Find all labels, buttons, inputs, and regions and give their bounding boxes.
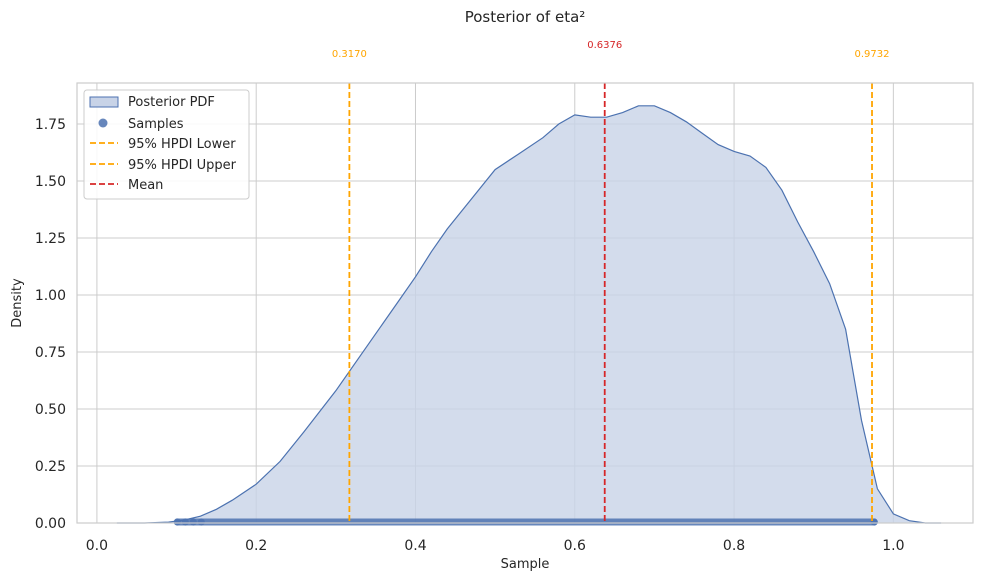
y-tick-label: 0.75 (35, 345, 66, 361)
sample-point (173, 518, 181, 526)
y-tick-label: 1.00 (35, 288, 66, 304)
x-tick-label: 0.0 (86, 538, 108, 554)
legend-label-hpdi-upper: 95% HPDI Upper (128, 158, 237, 173)
samples-rug (173, 518, 878, 526)
y-tick-label: 0.50 (35, 402, 66, 418)
y-tick-label: 1.75 (35, 117, 66, 133)
legend-swatch-samples (98, 118, 108, 128)
line-annotations: 0.3170 0.9732 0.6376 (332, 40, 890, 60)
sample-point (197, 518, 205, 526)
pdf-curve (116, 105, 942, 524)
legend-label-hpdi-lower: 95% HPDI Lower (128, 137, 236, 152)
y-tick-label: 0.00 (35, 516, 66, 532)
legend-box (83, 89, 250, 200)
legend-swatch-pdf (89, 96, 119, 108)
x-tick-label: 0.2 (245, 538, 267, 554)
x-axis-label: Sample (501, 557, 550, 572)
x-tick-label: 0.6 (564, 538, 586, 554)
y-axis-label: Density (10, 278, 25, 328)
annotation-95-hpdi-upper: 0.9732 (855, 49, 890, 60)
sample-point (181, 518, 189, 526)
pdf-area-fill (116, 105, 942, 524)
annotation-mean: 0.6376 (587, 40, 622, 51)
x-tick-label: 0.4 (404, 538, 426, 554)
legend-label-mean: Mean (128, 178, 163, 193)
legend-label-samples: Samples (128, 117, 184, 132)
x-tick-label: 0.8 (723, 538, 745, 554)
chart-title: Posterior of eta² (465, 8, 586, 26)
reference-lines (348, 83, 873, 523)
y-tick-label: 1.50 (35, 174, 66, 190)
legend-label-pdf: Posterior PDF (128, 95, 215, 110)
y-tick-labels: 0.00 0.25 0.50 0.75 1.00 1.25 1.50 1.75 (35, 117, 66, 532)
annotation-95-hpdi-lower: 0.3170 (332, 49, 367, 60)
plot-area (116, 105, 942, 524)
plot-frame (76, 82, 974, 524)
y-tick-label: 1.25 (35, 231, 66, 247)
x-tick-labels: 0.0 0.2 0.4 0.6 0.8 1.0 (86, 538, 905, 554)
y-tick-label: 0.25 (35, 459, 66, 475)
legend: Posterior PDF Samples 95% HPDI Lower 95%… (83, 89, 250, 200)
x-tick-label: 1.0 (882, 538, 904, 554)
sample-point (189, 518, 197, 526)
